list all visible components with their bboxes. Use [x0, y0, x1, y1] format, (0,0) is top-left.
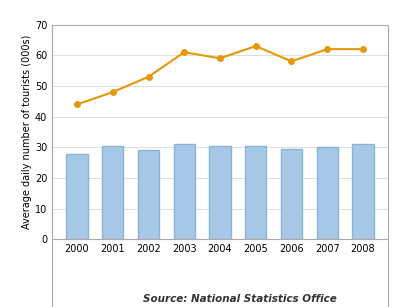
Bar	[281, 149, 302, 239]
Bar	[209, 146, 231, 239]
Bar	[52, 25, 388, 307]
Bar	[102, 146, 124, 239]
Bar	[174, 144, 195, 239]
Bar	[138, 150, 159, 239]
Bar	[245, 146, 266, 239]
Bar	[316, 147, 338, 239]
Bar	[66, 154, 88, 239]
Text: Source: National Statistics Office: Source: National Statistics Office	[143, 294, 337, 304]
Bar	[352, 144, 374, 239]
Y-axis label: Average daily number of tourists (000s): Average daily number of tourists (000s)	[22, 35, 32, 229]
